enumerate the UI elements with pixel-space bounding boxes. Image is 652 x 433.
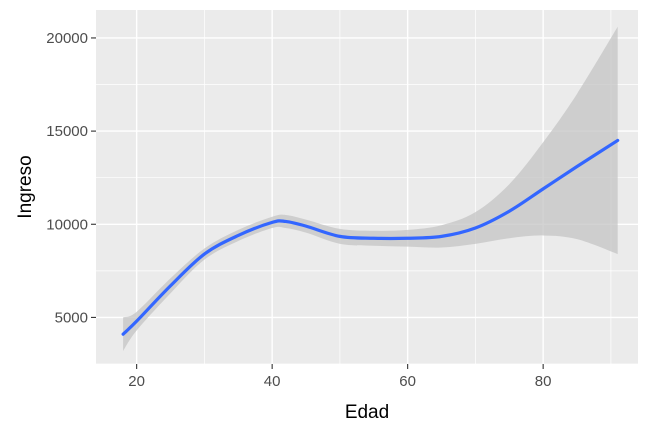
smooth-line-group <box>121 138 620 336</box>
x-tick-label: 80 <box>535 373 552 390</box>
y-tick-label: 5000 <box>55 309 88 326</box>
x-axis-title: Edad <box>345 402 389 423</box>
x-tick-label: 20 <box>128 373 145 390</box>
y-tick-label: 15000 <box>46 123 88 140</box>
axis-ticks <box>91 37 544 369</box>
confidence-band-group <box>123 26 618 351</box>
x-tick-label: 40 <box>264 373 281 390</box>
grid-lines <box>96 10 638 365</box>
x-tick-label: 60 <box>399 373 416 390</box>
y-axis-title: Ingreso <box>15 155 36 218</box>
smooth-trend-line <box>121 138 620 336</box>
confidence-band <box>123 26 618 351</box>
y-tick-label: 10000 <box>46 216 88 233</box>
y-tick-label: 20000 <box>46 30 88 47</box>
tick-labels: 20 40 60 80 5000 10000 15000 20000 <box>46 30 551 390</box>
